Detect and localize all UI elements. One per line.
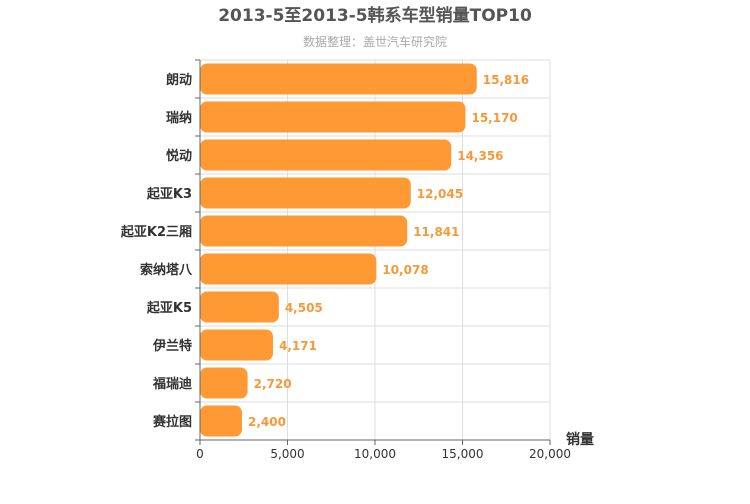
bar-value-label: 2,720 [254,377,292,391]
bar-value-label: 15,170 [471,111,517,125]
x-tick-label: 0 [196,447,204,461]
bar-value-label: 11,841 [413,225,459,239]
bar-value-label: 4,171 [279,339,317,353]
bar[interactable] [200,329,273,361]
x-tick-label: 15,000 [442,447,484,461]
bar-value-label: 10,078 [382,263,428,277]
bar[interactable] [200,63,477,95]
y-category-label: 起亚K3 [146,186,192,202]
x-tick-label: 20,000 [529,447,571,461]
bar[interactable] [200,101,466,133]
bars-layer [200,63,477,437]
y-category-label: 悦动 [166,148,192,164]
x-tick-label: 10,000 [354,447,396,461]
bar[interactable] [200,177,411,209]
bar-value-label: 14,356 [457,149,503,163]
y-category-label: 福瑞迪 [152,376,192,392]
x-tick-label: 5,000 [270,447,304,461]
labels-layer: 朗动 15,816 瑞纳 15,170 悦动 14,356 起亚K3 12,045 起亚K2三厢… [120,72,529,430]
bar-value-label: 12,045 [417,187,463,201]
bar[interactable] [200,139,452,171]
y-category-label: 起亚K5 [146,300,192,316]
bar[interactable] [200,291,279,323]
bar-value-label: 15,816 [483,73,529,87]
bar-value-label: 4,505 [285,301,323,315]
y-category-label: 索纳塔八 [140,262,193,278]
y-category-label: 瑞纳 [166,110,192,126]
y-category-label: 起亚K2三厢 [120,224,192,240]
y-category-label: 朗动 [166,72,192,88]
y-category-label: 伊兰特 [152,338,192,354]
bar[interactable] [200,367,248,399]
bar[interactable] [200,253,377,285]
chart-title: 2013-5至2013-5韩系车型销量TOP10 [218,5,532,26]
x-axis-title: 销量 [566,431,594,448]
bar[interactable] [200,215,408,247]
axis-layer: 0 5,000 10,000 15,000 20,000 [195,59,571,461]
y-category-label: 赛拉图 [152,414,192,430]
bar-value-label: 2,400 [248,415,286,429]
bar[interactable] [200,405,242,437]
chart-subtitle: 数据整理：盖世汽车研究院 [303,34,447,49]
